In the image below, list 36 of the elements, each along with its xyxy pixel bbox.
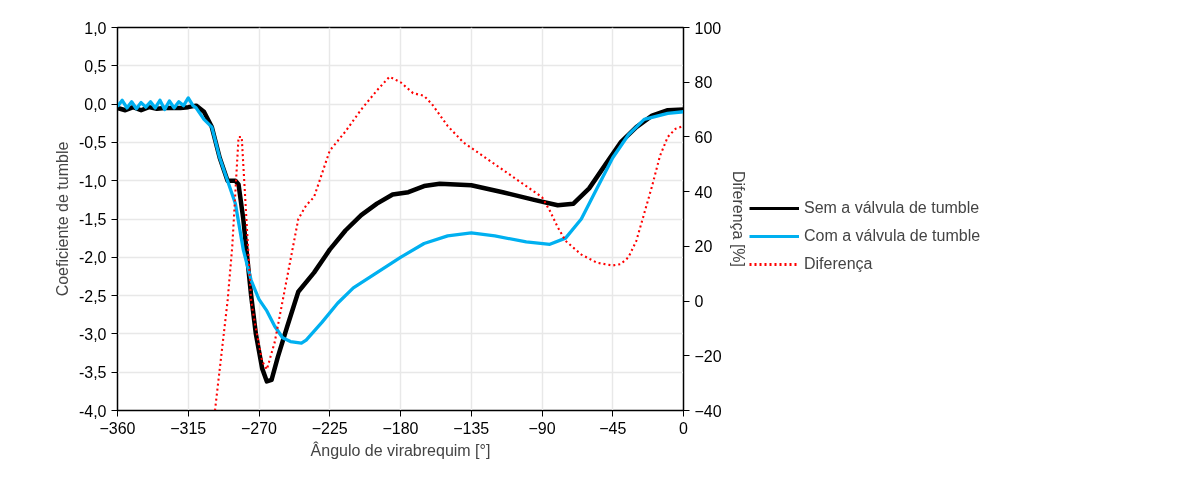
x-tick-label: −180 (382, 419, 419, 437)
y2-tick-label: −40 (694, 402, 722, 420)
y-tick-label: 0,0 (84, 96, 107, 114)
y2-tick-label: 20 (694, 238, 713, 256)
line-series (117, 96, 684, 345)
y2-tick-label: 40 (694, 183, 713, 201)
y2-tick-label: −20 (694, 347, 722, 365)
y-tick-label: -2,0 (78, 249, 107, 267)
legend-label: Sem a válvula de tumble (804, 198, 980, 217)
y2-axis-title: Diferença [%] (729, 170, 747, 268)
legend-label: Diferença (804, 254, 873, 273)
y2-tick-label: 80 (694, 74, 713, 92)
y-tick-label: -3,5 (78, 364, 107, 382)
line-series (213, 75, 684, 411)
y-tick-label: -2,5 (78, 287, 107, 305)
legend-label: Com a válvula de tumble (804, 226, 981, 245)
y-tick-label: -3,0 (78, 325, 107, 343)
y-tick-label: 0,5 (84, 57, 107, 75)
y2-tick-label: 0 (694, 293, 704, 311)
x-tick-label: −315 (170, 419, 207, 437)
y-tick-label: -0,5 (78, 134, 107, 152)
x-tick-label: 0 (679, 419, 689, 437)
x-tick-label: −270 (240, 419, 278, 437)
x-tick-label: −225 (311, 419, 348, 437)
x-tick-label: −45 (599, 419, 627, 437)
y-axis-title: Coeficiente de tumble (53, 141, 71, 297)
y2-tick-label: 100 (694, 19, 722, 37)
x-tick-label: −360 (99, 419, 136, 437)
y-tick-label: 1,0 (84, 19, 107, 37)
x-tick-label: −135 (453, 419, 490, 437)
x-axis-title: Ângulo de virabrequim [°] (310, 440, 491, 459)
x-tick-label: −90 (528, 419, 556, 437)
y-tick-label: -1,5 (78, 211, 107, 228)
y2-tick-label: 60 (694, 128, 713, 146)
y-tick-label: -4,0 (78, 402, 107, 420)
y-tick-label: -1,0 (78, 172, 107, 190)
